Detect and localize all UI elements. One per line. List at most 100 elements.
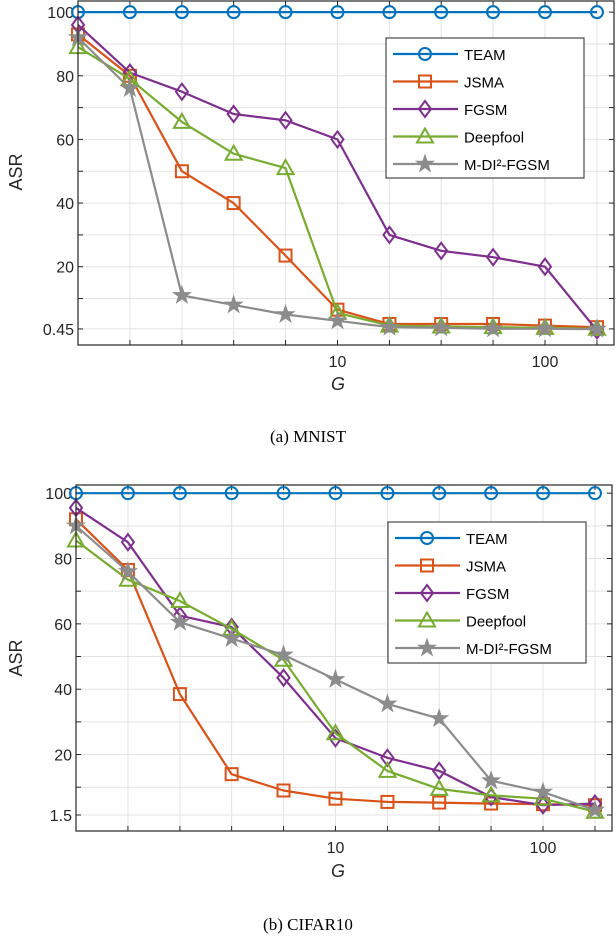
data-point [532,781,554,801]
data-point [276,668,291,688]
data-point [224,486,239,501]
legend-label: JSMA [466,559,506,576]
legend-label: M-DI²-FGSM [466,641,552,658]
y-tick-label: 20 [56,260,74,277]
data-point [380,486,395,501]
x-tick-label: 100 [532,354,559,371]
data-point [486,5,501,20]
data-point [434,5,449,20]
data-point [276,783,291,798]
data-point [276,486,291,501]
legend-label: TEAM [466,531,508,548]
subfigure-caption: (b) CIFAR10 [263,915,353,934]
data-point [278,248,293,263]
legend-marker-square-icon [420,558,434,573]
legend-label: FGSM [464,102,507,119]
legend-marker-diamond-icon [419,583,435,603]
y-tick-label: 1.5 [50,808,72,825]
data-point [278,110,293,131]
legend-item: JSMA [393,74,504,92]
data-point [382,5,397,20]
chart-cifar10: 10 100 1.5 20 40 60 80 100 G ASR TEAM JSMA FGSM Deepf… [6,484,613,934]
legend-item: JSMA [395,558,506,576]
chart-mnist: 10 100 0.45 20 40 60 80 100 G ASR TEAM JSMA FGSM Deep… [6,0,615,446]
data-point [480,770,502,790]
axes-box [75,484,613,832]
data-point [431,317,452,337]
data-point [120,486,135,501]
data-point [172,486,187,501]
data-point [226,196,241,211]
series-line [75,539,596,813]
data-point [223,294,244,314]
y-axis-label: ASR [6,639,26,676]
data-point [278,5,293,20]
data-point [328,791,343,806]
legend-marker-triangle-icon [417,610,437,628]
data-point [483,318,504,338]
series-line [75,518,596,807]
y-tick-label: 40 [56,196,74,213]
data-point [534,318,556,338]
x-tick-label: 100 [530,840,557,857]
data-point [119,77,140,98]
legend-marker-diamond-icon [417,99,433,119]
data-point [484,486,499,501]
y-tick-label: 80 [54,552,72,569]
data-point [226,5,241,20]
legend-item: Deepfool [395,610,526,631]
data-point [377,693,398,713]
series-team [69,486,602,501]
data-point [122,5,137,20]
data-point [169,611,191,631]
y-tick-label: 0.45 [43,322,74,339]
data-point [330,5,345,20]
legend-item: FGSM [393,99,507,119]
legend-marker-star-icon [416,637,438,657]
data-point [275,303,296,323]
legend-label: Deepfool [466,614,526,631]
data-point [537,257,553,277]
data-point [379,316,400,336]
series-m-di-fgsm [65,515,605,819]
data-point [224,767,239,782]
data-point [377,760,398,778]
data-point [174,82,190,102]
data-point [584,799,605,819]
data-point [221,628,242,648]
data-point [118,569,138,587]
legend: TEAM JSMA FGSM Deepfool M-DI²-FGSM [387,521,587,664]
data-point [325,668,346,688]
legend-marker-star-icon [414,153,436,173]
data-point [170,590,190,608]
data-point [433,241,449,261]
data-point [432,795,447,810]
data-point [380,748,395,768]
legend-marker-circle-icon [420,531,434,545]
data-point [536,486,551,501]
data-point [174,164,189,179]
data-point [432,486,447,501]
y-tick-label: 60 [54,617,72,634]
data-point [328,486,343,501]
legend-label: TEAM [464,47,506,64]
y-axis-label: ASR [6,153,26,190]
data-point [172,687,187,702]
data-point [538,5,553,20]
legend-item: TEAM [393,47,506,64]
data-point [380,794,395,809]
data-point [535,795,551,815]
legend-item: M-DI²-FGSM [393,153,550,174]
y-tick-label: 80 [56,69,74,86]
data-point [226,104,241,124]
data-point [171,284,193,304]
legend-label: Deepfool [464,130,524,147]
data-point [120,532,136,552]
legend-item: Deepfool [393,126,524,147]
data-point [273,644,294,664]
legend-label: JSMA [464,75,504,92]
data-point [587,486,602,501]
legend-marker-triangle-icon [415,126,435,144]
legend: TEAM JSMA FGSM Deepfool M-DI²-FGSM [385,37,585,179]
